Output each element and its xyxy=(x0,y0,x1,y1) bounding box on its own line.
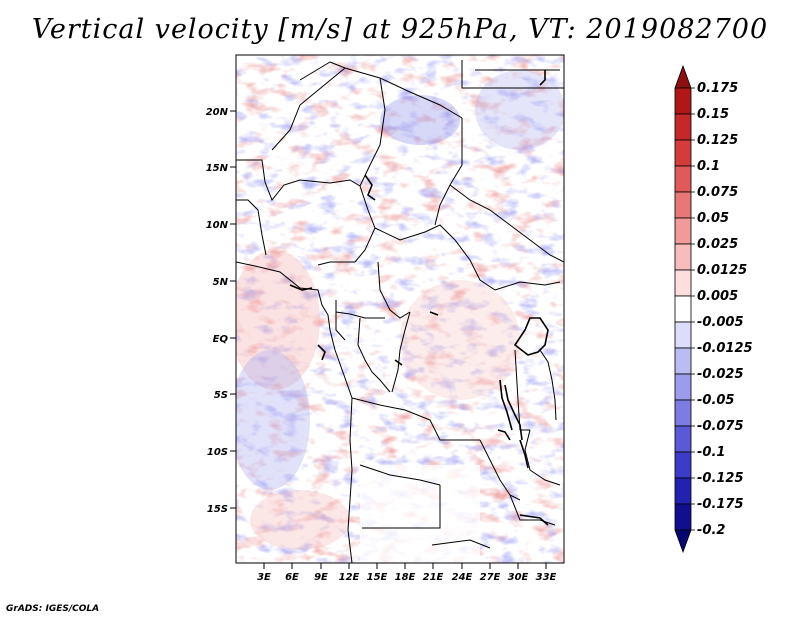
colorbar-label: -0.05 xyxy=(697,393,734,408)
lat-label: 10N xyxy=(206,220,229,231)
vertical-velocity-field xyxy=(236,55,564,563)
colorbar-swatch xyxy=(674,503,692,531)
lon-label: 33E xyxy=(536,572,557,583)
lakes-coast xyxy=(289,70,549,526)
colorbar-label: 0.125 xyxy=(697,133,738,148)
colorbar-label: 0.0125 xyxy=(697,263,747,278)
map-title: Vertical velocity [m/s] at 925hPa, VT: 2… xyxy=(31,14,769,45)
lon-label: 15E xyxy=(367,572,388,583)
lon-label: 30E xyxy=(508,572,529,583)
colorbar-label: 0.175 xyxy=(697,81,738,96)
colorbar-swatch xyxy=(674,451,692,479)
lon-label: 21E xyxy=(423,572,444,583)
colorbar-label: 0.025 xyxy=(697,237,738,252)
lon-label: 9E xyxy=(314,572,328,583)
colorbar-label: -0.075 xyxy=(697,419,744,434)
map-frame xyxy=(235,54,565,564)
colorbar-label: 0.1 xyxy=(697,159,720,174)
lat-label: 5S xyxy=(214,390,228,401)
colorbar-swatch xyxy=(674,139,692,167)
lon-label: 6E xyxy=(285,572,299,583)
colorbar-swatch xyxy=(674,321,692,349)
colorbar-label: 0.15 xyxy=(697,107,729,122)
longitude-axis: 3E 6E 9E 12E 15E 18E 21E 24E 27E 30E 33E xyxy=(257,563,557,583)
colorbar-swatch xyxy=(674,113,692,141)
colorbar-label: 0.005 xyxy=(697,289,738,304)
lat-label: 10S xyxy=(207,447,228,458)
colorbar-label: -0.125 xyxy=(697,471,744,486)
colorbar-swatch xyxy=(674,217,692,245)
colorbar-swatch xyxy=(674,373,692,401)
lat-label: 5N xyxy=(213,277,229,288)
colorbar-swatch xyxy=(674,529,692,554)
lat-label: EQ xyxy=(213,334,229,345)
colorbar-swatch xyxy=(674,191,692,219)
country-borders xyxy=(236,60,564,563)
colorbar-label: -0.2 xyxy=(697,523,725,538)
colorbar-swatch xyxy=(674,425,692,453)
colorbar-swatch xyxy=(674,347,692,375)
lon-label: 24E xyxy=(452,572,473,583)
colorbar-label: 0.05 xyxy=(697,211,729,226)
colorbar-label: -0.1 xyxy=(697,445,725,460)
colorbar: 0.175 0.15 0.125 0.1 0.075 0.05 0.025 0.0125 0.0… xyxy=(674,64,753,554)
lon-label: 12E xyxy=(339,572,360,583)
colorbar-swatch xyxy=(674,477,692,505)
lat-label: 20N xyxy=(206,107,229,118)
lat-label: 15N xyxy=(206,163,229,174)
colorbar-swatch xyxy=(674,87,692,115)
lon-label: 27E xyxy=(480,572,501,583)
colorbar-label: -0.0125 xyxy=(697,341,753,356)
colorbar-swatch xyxy=(674,399,692,427)
colorbar-swatch xyxy=(674,269,692,297)
lat-label: 15S xyxy=(207,504,228,515)
grads-credit: GrADS: IGES/COLA xyxy=(6,604,100,614)
colorbar-label: -0.175 xyxy=(697,497,744,512)
colorbar-swatch xyxy=(674,295,692,323)
colorbar-label: 0.075 xyxy=(697,185,738,200)
colorbar-label: -0.005 xyxy=(697,315,744,330)
colorbar-swatch xyxy=(674,243,692,271)
colorbar-label: -0.025 xyxy=(697,367,744,382)
latitude-axis: 20N 15N 10N 5N EQ 5S 10S 15S xyxy=(206,107,236,515)
lon-label: 18E xyxy=(395,572,416,583)
lon-label: 3E xyxy=(257,572,271,583)
colorbar-swatch xyxy=(674,165,692,193)
colorbar-swatch xyxy=(674,64,692,89)
